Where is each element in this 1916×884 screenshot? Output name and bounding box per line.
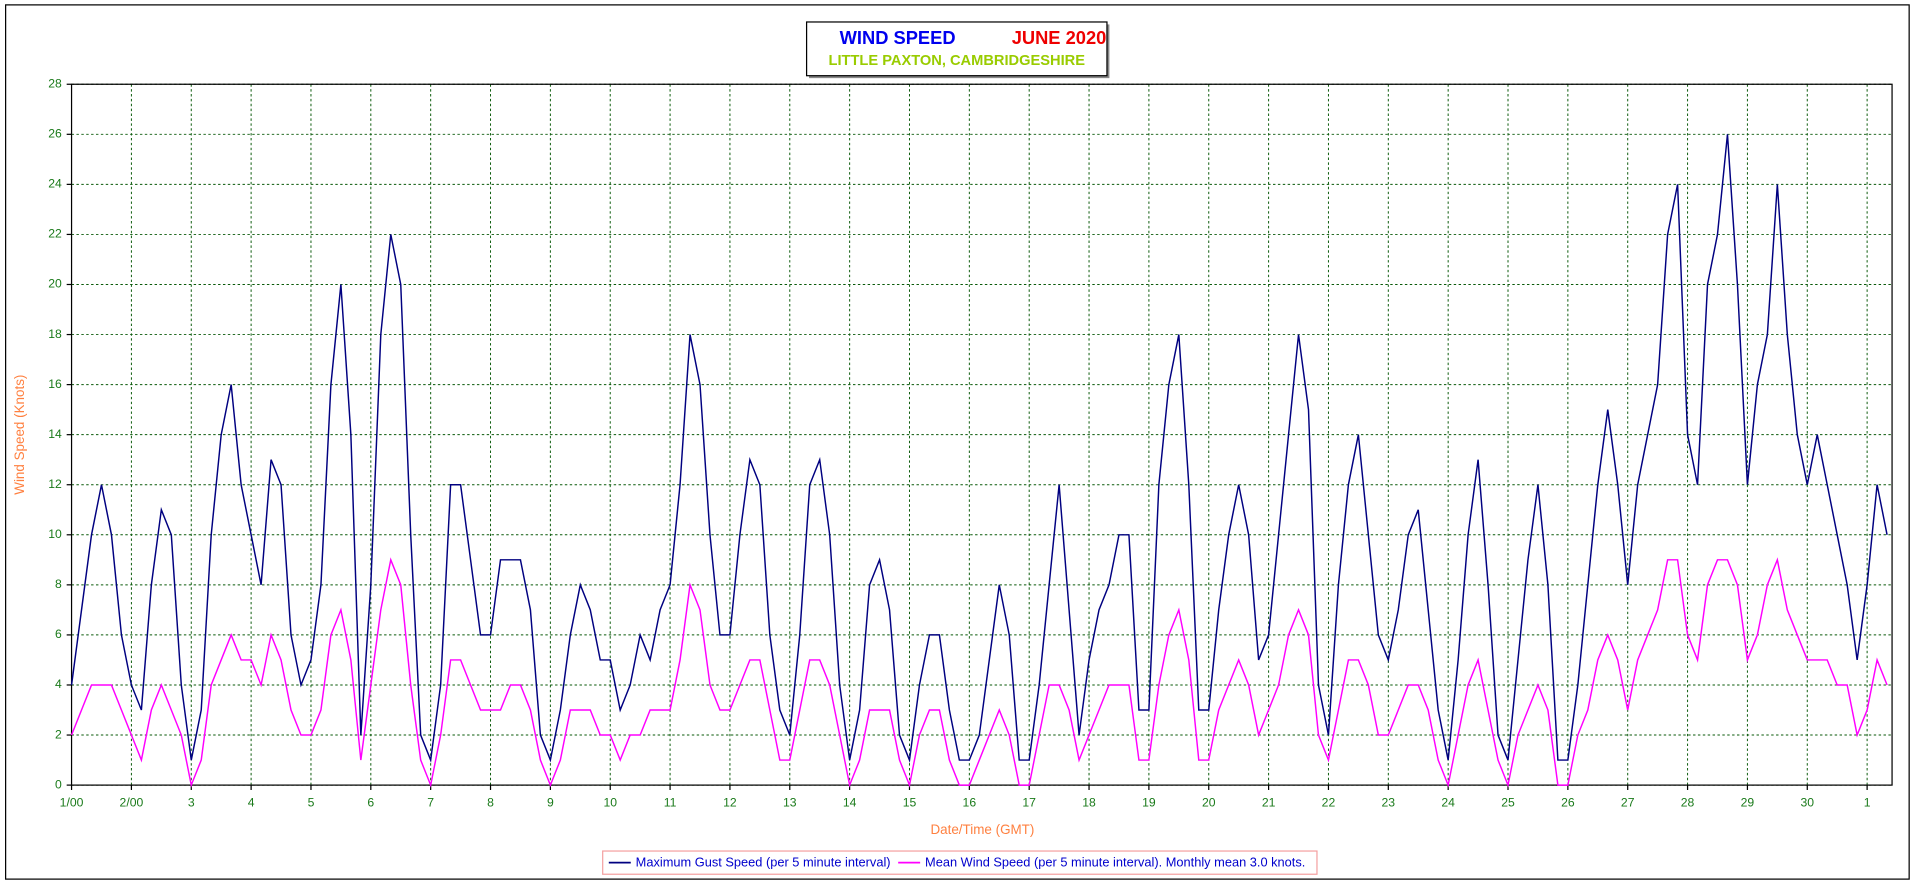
series-line <box>70 557 1888 788</box>
legend-label: Maximum Gust Speed (per 5 minute interva… <box>636 855 891 870</box>
y-tick-label: 12 <box>48 477 62 491</box>
x-tick-label: 25 <box>1501 796 1515 810</box>
x-tick-label: 13 <box>783 796 797 810</box>
y-tick-label: 22 <box>48 227 62 241</box>
x-tick-label: 3 <box>188 796 195 810</box>
x-tick-label: 6 <box>367 796 374 810</box>
legend-label: Mean Wind Speed (per 5 minute interval).… <box>925 855 1305 870</box>
x-tick-label: 1 <box>1864 796 1871 810</box>
x-tick-label: 28 <box>1681 796 1695 810</box>
x-tick-label: 29 <box>1741 796 1755 810</box>
x-axis-label: Date/Time (GMT) <box>930 822 1034 837</box>
x-tick-label: 12 <box>723 796 737 810</box>
x-tick-label: 1/00 <box>60 796 84 810</box>
x-tick-label: 2/00 <box>120 796 144 810</box>
chart-subtitle: LITTLE PAXTON, CAMBRIDGESHIRE <box>829 53 1086 69</box>
title-box <box>805 21 1108 77</box>
x-tick-label: 21 <box>1262 796 1276 810</box>
chart-title: WIND SPEED <box>840 27 956 48</box>
y-tick-label: 26 <box>48 127 62 141</box>
y-axis-label: Wind Speed (Knots) <box>12 375 27 495</box>
x-tick-label: 16 <box>963 796 977 810</box>
x-tick-label: 18 <box>1082 796 1096 810</box>
y-tick-label: 8 <box>55 577 62 591</box>
y-tick-label: 14 <box>48 427 62 441</box>
y-tick-label: 4 <box>55 677 62 691</box>
x-tick-label: 30 <box>1800 796 1814 810</box>
y-tick-label: 20 <box>48 277 62 291</box>
x-tick-label: 20 <box>1202 796 1216 810</box>
x-tick-label: 19 <box>1142 796 1156 810</box>
x-tick-label: 11 <box>664 796 677 810</box>
x-tick-label: 23 <box>1382 796 1396 810</box>
x-tick-label: 4 <box>248 796 255 810</box>
y-tick-label: 10 <box>48 527 62 541</box>
x-tick-label: 10 <box>603 796 617 810</box>
x-tick-label: 26 <box>1561 796 1575 810</box>
legend-box <box>602 850 1318 875</box>
x-tick-label: 24 <box>1441 796 1455 810</box>
plot-frame <box>70 83 1893 786</box>
x-tick-label: 27 <box>1621 796 1635 810</box>
x-tick-label: 22 <box>1322 796 1336 810</box>
x-tick-label: 14 <box>843 796 857 810</box>
y-tick-label: 24 <box>48 177 62 191</box>
y-tick-label: 0 <box>55 777 62 791</box>
y-tick-label: 2 <box>55 727 62 741</box>
x-tick-label: 17 <box>1022 796 1036 810</box>
y-tick-label: 18 <box>48 327 62 341</box>
y-tick-label: 16 <box>48 377 62 391</box>
x-tick-label: 15 <box>903 796 917 810</box>
chart-border <box>5 4 1910 880</box>
x-tick-label: 7 <box>427 796 434 810</box>
series-line <box>70 134 1888 763</box>
x-tick-label: 8 <box>487 796 494 810</box>
y-tick-label: 6 <box>55 627 62 641</box>
y-tick-label: 28 <box>48 76 62 90</box>
chart-title-month: JUNE 2020 <box>1012 27 1107 48</box>
x-tick-label: 9 <box>547 796 554 810</box>
x-tick-label: 5 <box>308 796 315 810</box>
